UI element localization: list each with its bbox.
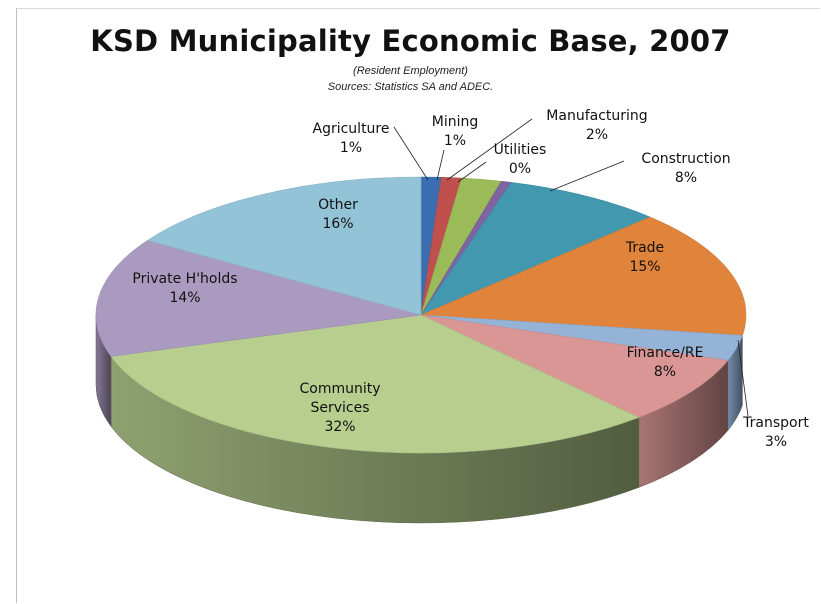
chart-subtitle-line-2: Sources: Statistics SA and ADEC. [327,81,494,93]
slice-label-agriculture: Agriculture [313,121,390,137]
slice-label-other: Other [318,197,358,213]
leader-line-utilities [457,161,487,183]
slice-value-private-h-holds: 14% [169,290,200,306]
pie-slice-other [146,176,422,316]
slice-value-agriculture: 1% [340,140,362,156]
leader-line-mining [436,149,445,181]
slice-label-utilities: Utilities [494,142,547,158]
pie-slice-trade [420,216,747,336]
pie-slice-community-services [110,314,640,454]
pie-slice-finance-re [420,314,729,418]
slice-value-community-services: 32% [324,419,355,435]
slice-label-community-services-1: Community [299,381,380,397]
slice-labels: Agriculture 1% Mining 1% Manufacturing 2% Util… [132,108,809,450]
chart-subtitle-line-1: (Resident Employment) [353,65,468,77]
slice-value-mining: 1% [444,133,466,149]
slice-value-finance-re: 8% [654,364,676,380]
slice-label-private-h-holds: Private H'holds [132,271,237,287]
slice-label-community-services-2: Services [310,400,369,416]
slice-value-construction: 8% [675,170,697,186]
slice-label-trade: Trade [625,240,664,256]
leader-lines [393,118,749,417]
chart-frame [16,8,820,603]
slice-value-transport: 3% [765,434,787,450]
leader-line-construction [549,160,625,192]
slice-label-transport: Transport [742,415,809,431]
leader-line-agriculture [393,126,429,181]
slice-value-trade: 15% [629,259,660,275]
leader-line-transport [737,339,749,417]
slice-label-manufacturing: Manufacturing [546,108,647,124]
pie-slice-private-h-holds [95,240,422,357]
slice-label-finance-re: Finance/RE [627,345,704,361]
pie-slices [95,176,747,454]
slice-value-manufacturing: 2% [586,127,608,143]
slice-value-utilities: 0% [509,161,531,177]
leader-line-manufacturing [446,118,533,181]
slice-value-other: 16% [322,216,353,232]
slice-label-construction: Construction [641,151,730,167]
slice-label-mining: Mining [432,114,479,130]
chart-title: KSD Municipality Economic Base, 2007 [90,24,731,58]
pie-slice-construction [420,182,651,316]
